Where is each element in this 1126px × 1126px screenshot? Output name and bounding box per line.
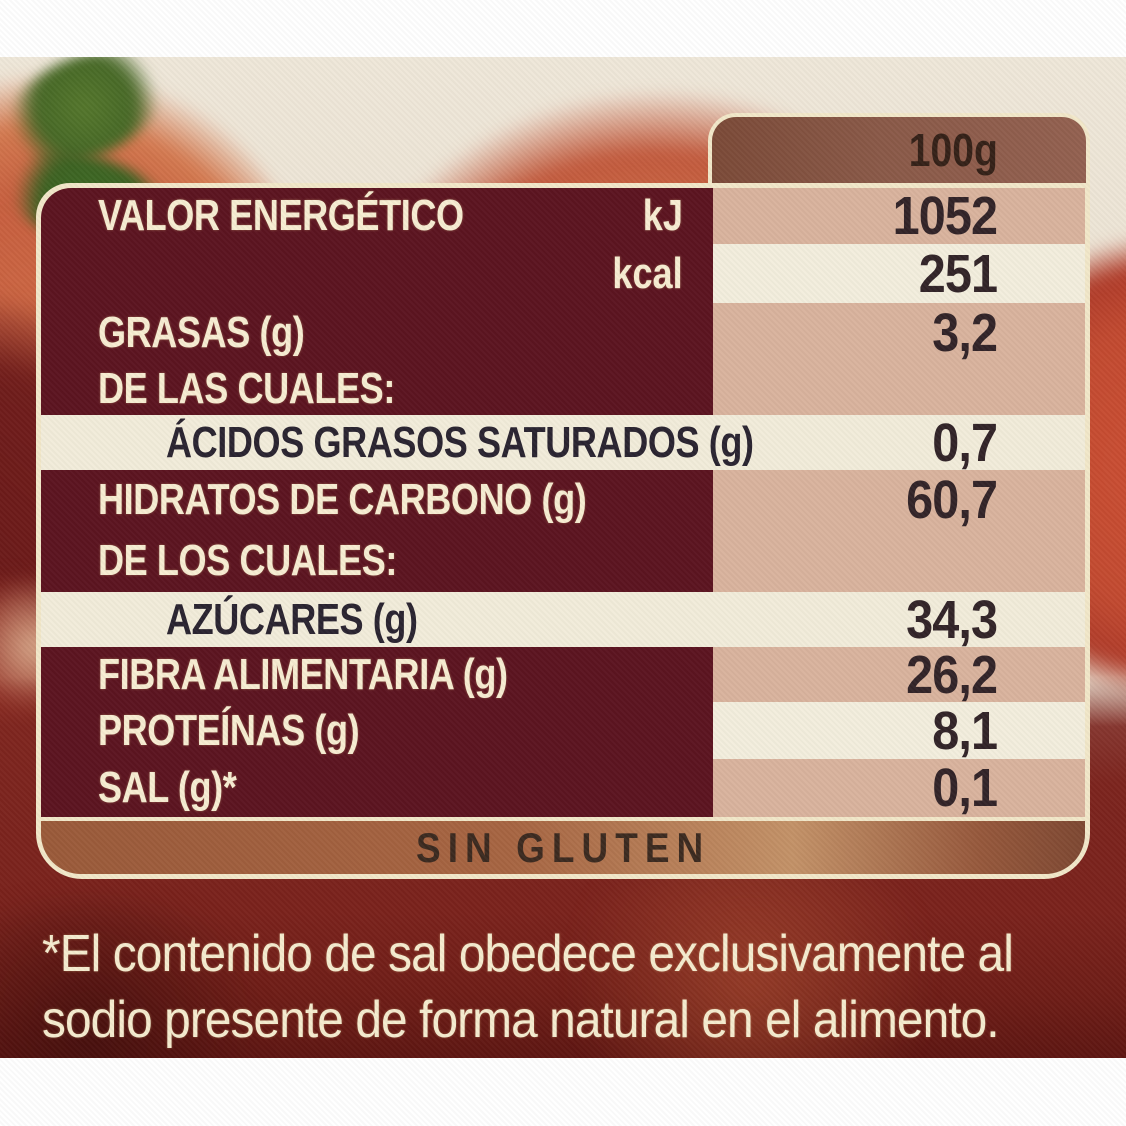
salt-footnote: *El contenido de sal obedece exclusivame… bbox=[42, 921, 1112, 1053]
row-label: VALOR ENERGÉTICO bbox=[98, 191, 464, 240]
row-value: 60,7 bbox=[906, 469, 998, 530]
footnote-line-1: *El contenido de sal obedece exclusivame… bbox=[42, 925, 1014, 983]
row-label: DE LAS CUALES: bbox=[98, 363, 395, 413]
tomato-highlight bbox=[520, 860, 980, 1058]
row-label: SAL (g)* bbox=[98, 763, 237, 812]
column-header-label: 100g bbox=[908, 124, 998, 176]
row-label: DE LOS CUALES: bbox=[98, 535, 397, 585]
nutrition-table: VALOR ENERGÉTICO kJ 1052 kcal 251 GRASAS… bbox=[36, 183, 1090, 879]
row-value: 8,1 bbox=[932, 700, 998, 761]
table-row-protein: PROTEÍNAS (g) 8,1 bbox=[41, 702, 1085, 759]
gluten-free-label: SIN GLUTEN bbox=[415, 823, 711, 871]
nutrition-grid: VALOR ENERGÉTICO kJ 1052 kcal 251 GRASAS… bbox=[41, 188, 1085, 874]
column-header-cell: 100g bbox=[712, 117, 1086, 183]
table-row-fat: GRASAS (g) 3,2 bbox=[41, 303, 1085, 362]
row-label: HIDRATOS DE CARBONO (g) bbox=[98, 474, 587, 524]
row-value: 0,1 bbox=[932, 758, 998, 818]
table-row-saturated-fat: ÁCIDOS GRASOS SATURADOS (g) 0,7 bbox=[41, 415, 1085, 470]
footnote-line-2: sodio presente de forma natural en el al… bbox=[42, 991, 1000, 1049]
row-value: 34,3 bbox=[906, 589, 998, 650]
row-value: 1052 bbox=[892, 188, 997, 246]
table-row-sugars: AZÚCARES (g) 34,3 bbox=[41, 592, 1085, 647]
row-label: ÁCIDOS GRASOS SATURADOS (g) bbox=[166, 417, 754, 467]
table-row-of-which-carbs: DE LOS CUALES: bbox=[41, 529, 1085, 592]
table-row-salt: SAL (g)* 0,1 bbox=[41, 759, 1085, 817]
row-label: AZÚCARES (g) bbox=[166, 594, 418, 644]
column-header-box: 100g bbox=[708, 113, 1090, 183]
row-value: 251 bbox=[918, 243, 998, 304]
row-label: PROTEÍNAS (g) bbox=[98, 705, 360, 755]
gluten-free-band: SIN GLUTEN bbox=[41, 817, 1085, 874]
row-value: 0,7 bbox=[932, 412, 998, 473]
row-unit: kcal bbox=[612, 248, 683, 298]
row-label: GRASAS (g) bbox=[98, 307, 305, 357]
row-label: FIBRA ALIMENTARIA (g) bbox=[98, 649, 508, 699]
table-row-energy-kcal: kcal 251 bbox=[41, 244, 1085, 303]
row-value: 26,2 bbox=[906, 644, 998, 705]
table-row-fibre: FIBRA ALIMENTARIA (g) 26,2 bbox=[41, 647, 1085, 702]
table-row-energy-kj: VALOR ENERGÉTICO kJ 1052 bbox=[41, 188, 1085, 244]
row-unit: kJ bbox=[642, 191, 683, 240]
row-value: 3,2 bbox=[932, 302, 998, 363]
table-row-of-which-fat: DE LAS CUALES: bbox=[41, 362, 1085, 415]
table-row-carbohydrates: HIDRATOS DE CARBONO (g) 60,7 bbox=[41, 470, 1085, 529]
